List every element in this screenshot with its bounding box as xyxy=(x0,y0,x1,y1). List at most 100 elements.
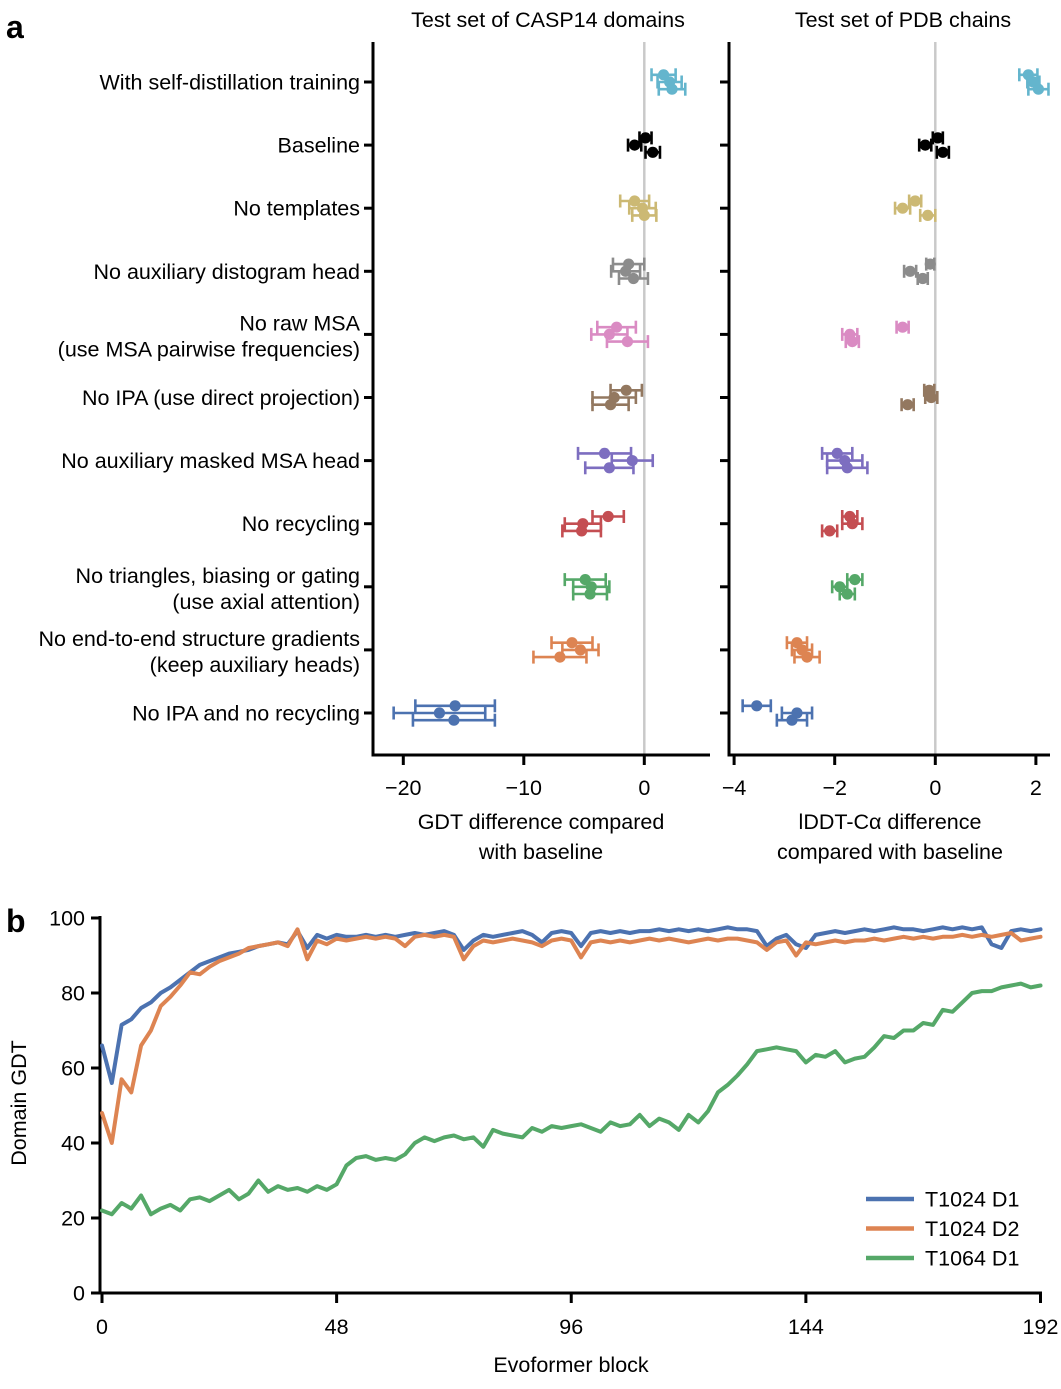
marker-dot xyxy=(638,209,650,221)
left-xaxis-title-line1: GDT difference compared xyxy=(418,810,665,834)
row-label: No raw MSA xyxy=(239,311,360,335)
marker-dot xyxy=(841,462,853,474)
marker-dot xyxy=(824,525,836,537)
right-plot-title: Test set of PDB chains xyxy=(795,8,1011,32)
row-label: No triangles, biasing or gating xyxy=(76,564,360,588)
y-tick-label: 100 xyxy=(49,907,85,931)
row-label: (keep auxiliary heads) xyxy=(150,653,360,677)
legend-item-t1064-d1: T1064 D1 xyxy=(866,1247,1019,1271)
row-label: No IPA and no recycling xyxy=(132,702,360,726)
x-tick-label: 0 xyxy=(638,776,650,800)
marker-dot xyxy=(639,132,652,144)
legend-label-t1064-d1: T1064 D1 xyxy=(925,1247,1019,1271)
marker-dot xyxy=(841,588,853,600)
x-tick-label: 0 xyxy=(929,776,941,800)
row-label: No end-to-end structure gradients xyxy=(39,627,360,651)
row-label: No recycling xyxy=(242,512,360,536)
panel-b-linechart: 0 20 40 60 80 100 0 48 96 144 192 xyxy=(49,907,1058,1340)
x-tick-label: −4 xyxy=(722,776,747,800)
series-line-t1024-d2 xyxy=(100,927,1043,1145)
legend-label-t1024-d2: T1024 D2 xyxy=(925,1217,1019,1241)
marker-dot xyxy=(554,651,566,663)
marker-dot xyxy=(751,700,763,712)
legend-item-t1024-d2: T1024 D2 xyxy=(866,1217,1019,1241)
marker-dot xyxy=(786,714,798,726)
row-label: No templates xyxy=(233,197,360,221)
marker-dot xyxy=(603,462,615,474)
marker-dot xyxy=(448,714,460,726)
y-tick-label: 40 xyxy=(61,1132,85,1156)
left-xaxis-title-line2: with baseline xyxy=(478,840,603,864)
panel-a-letter: a xyxy=(6,9,24,45)
row-label: No auxiliary distogram head xyxy=(94,260,361,284)
y-tick-label: 20 xyxy=(61,1207,85,1231)
row-label: No auxiliary masked MSA head xyxy=(61,449,360,473)
marker-dot xyxy=(629,139,641,151)
y-tick-label: 80 xyxy=(61,982,85,1006)
x-tick-label: 144 xyxy=(788,1315,824,1339)
series-line-t1064-d1 xyxy=(100,981,1043,1217)
x-tick-label: 192 xyxy=(1023,1315,1059,1339)
marker-dot xyxy=(831,447,843,459)
marker-dot xyxy=(801,651,813,663)
x-tick-label: −2 xyxy=(822,776,847,800)
marker-dot xyxy=(647,146,659,158)
marker-dot xyxy=(449,700,461,712)
marker-dot xyxy=(574,644,587,656)
marker-dot xyxy=(834,581,846,593)
x-tick-label: −20 xyxy=(385,776,422,800)
marker-dot xyxy=(932,132,944,144)
marker-dot xyxy=(666,83,678,95)
x-tick-label: 0 xyxy=(96,1315,108,1339)
marker-dot xyxy=(610,321,623,333)
marker-dot xyxy=(603,328,615,340)
marker-dot xyxy=(629,195,641,207)
row-label: Baseline xyxy=(278,134,360,158)
marker-dot xyxy=(897,202,909,214)
marker-dot xyxy=(904,265,916,277)
marker-dot xyxy=(584,588,596,600)
marker-dot xyxy=(598,447,611,459)
right-xaxis-title-line2: compared with baseline xyxy=(777,840,1003,864)
marker-dot xyxy=(937,146,949,158)
marker-dot xyxy=(902,399,914,411)
y-tick-label: 60 xyxy=(61,1057,85,1081)
marker-dot xyxy=(627,272,640,285)
marker-dot xyxy=(620,265,632,277)
marker-dot xyxy=(846,518,858,530)
x-tick-label: −10 xyxy=(506,776,543,800)
marker-dot xyxy=(566,637,578,649)
row-label: (use axial attention) xyxy=(172,590,360,614)
marker-dot xyxy=(846,336,858,348)
row-label: With self-distillation training xyxy=(100,71,361,95)
marker-dot xyxy=(925,391,937,404)
marker-dot xyxy=(604,399,617,411)
marker-dot xyxy=(919,139,931,151)
right-xaxis-title-line1: lDDT-Cα difference xyxy=(799,810,982,834)
x-tick-label: 48 xyxy=(325,1315,349,1339)
marker-dot xyxy=(849,574,861,586)
panel-b-letter: b xyxy=(6,903,26,939)
marker-dot xyxy=(1032,83,1045,95)
legend: T1024 D1 T1024 D2 T1064 D1 xyxy=(866,1188,1019,1271)
x-tick-label: 96 xyxy=(559,1315,583,1339)
marker-dot xyxy=(433,707,446,719)
legend-label-t1024-d1: T1024 D1 xyxy=(925,1188,1019,1212)
legend-item-t1024-d1: T1024 D1 xyxy=(866,1188,1019,1212)
marker-dot xyxy=(909,195,921,207)
row-label: (use MSA pairwise frequencies) xyxy=(58,337,360,361)
y-tick-label: 0 xyxy=(73,1282,85,1306)
row-label: No IPA (use direct projection) xyxy=(82,386,360,410)
marker-dot xyxy=(924,258,936,270)
marker-dot xyxy=(626,455,638,467)
panel-b-xaxis-title: Evoformer block xyxy=(493,1353,649,1377)
left-plot-title: Test set of CASP14 domains xyxy=(411,8,685,32)
marker-dot xyxy=(576,525,588,537)
marker-dot xyxy=(917,272,929,285)
panel-b-yaxis-title: Domain GDT xyxy=(7,1040,31,1165)
marker-dot xyxy=(620,384,632,396)
x-tick-label: 2 xyxy=(1030,776,1042,800)
marker-dot xyxy=(621,336,634,348)
